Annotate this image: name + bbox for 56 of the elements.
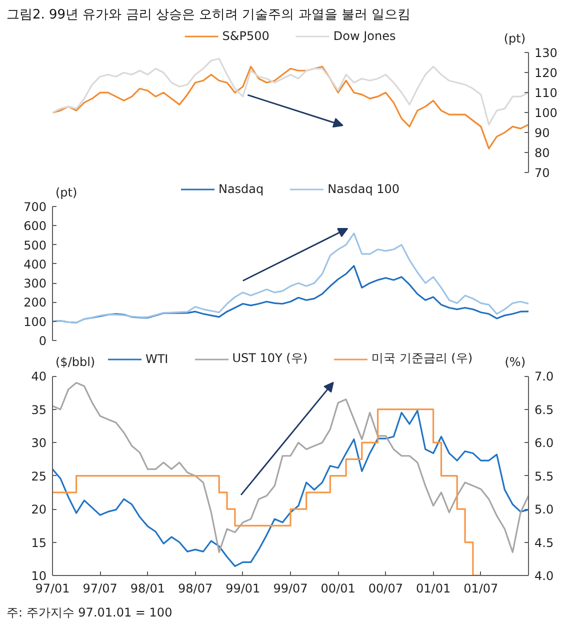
y-tick-label: 110 bbox=[534, 86, 558, 100]
x-tick-label: 98/07 bbox=[178, 582, 213, 596]
legend-label: UST 10Y (우) bbox=[232, 350, 308, 367]
y-tick-label: 130 bbox=[534, 46, 558, 60]
legend-label: 미국 기준금리 (우) bbox=[372, 350, 473, 367]
legend-label: Nasdaq 100 bbox=[328, 182, 400, 196]
legend-label: Nasdaq bbox=[218, 182, 264, 196]
y-tick-label: 0 bbox=[38, 334, 47, 348]
x-tick-label: 00/07 bbox=[368, 582, 404, 596]
y2-tick-label: 6.5 bbox=[534, 402, 554, 417]
x-tick-label: 01/01 bbox=[416, 582, 451, 596]
y2-tick-label: 5.0 bbox=[534, 502, 554, 517]
y-tick-label: 100 bbox=[534, 106, 558, 120]
x-tick-label: 99/07 bbox=[273, 582, 308, 596]
x-tick-label: 00/01 bbox=[320, 582, 356, 596]
y-tick-label: 500 bbox=[24, 238, 46, 252]
y-tick-label: 40 bbox=[31, 370, 47, 384]
x-tick-label: 97/07 bbox=[82, 582, 118, 596]
y-tick-label: 700 bbox=[24, 200, 46, 214]
y-tick-label: 200 bbox=[24, 296, 46, 310]
y-tick-label: 70 bbox=[534, 166, 550, 180]
y-axis-title: (pt) bbox=[504, 32, 526, 46]
y-tick-label: 100 bbox=[24, 314, 46, 329]
y-tick-label: 25 bbox=[31, 469, 47, 484]
y2-tick-label: 7.0 bbox=[534, 370, 554, 384]
y-tick-label: 80 bbox=[534, 146, 550, 160]
y2-tick-label: 4.5 bbox=[534, 536, 554, 550]
line-series bbox=[52, 382, 528, 554]
text: 주: 주가지수 97.01.01 = 100 bbox=[6, 606, 172, 620]
y-tick-label: 15 bbox=[31, 536, 47, 550]
legend-label: WTI bbox=[145, 352, 168, 366]
y-tick-label: 10 bbox=[31, 569, 47, 583]
y2-tick-label: 6.0 bbox=[534, 436, 554, 450]
x-tick-label: 01/07 bbox=[464, 582, 498, 596]
y2-axis-title: (%) bbox=[504, 355, 526, 370]
legend-label: Dow Jones bbox=[333, 29, 396, 43]
legend-label: S&P500 bbox=[222, 29, 270, 43]
line-series bbox=[52, 66, 528, 150]
line-series bbox=[52, 58, 528, 126]
y2-tick-label: 5.5 bbox=[534, 469, 554, 484]
y-axis-title: ($/bbl) bbox=[56, 355, 96, 370]
line-series bbox=[52, 232, 528, 324]
y-tick-label: 400 bbox=[24, 257, 46, 272]
x-tick-label: 99/01 bbox=[226, 582, 260, 596]
y2-tick-label: 4.0 bbox=[534, 569, 554, 583]
y-tick-label: 600 bbox=[24, 219, 46, 234]
y-tick-label: 20 bbox=[31, 502, 47, 517]
chart-title: 그림2. 99년 유가와 금리 상승은 오히려 기술주의 과열을 불러 일으킴 bbox=[6, 8, 411, 22]
x-tick-label: 98/01 bbox=[130, 582, 166, 596]
y-tick-label: 90 bbox=[534, 126, 550, 140]
y-tick-label: 30 bbox=[31, 436, 47, 450]
y-axis-title: (pt) bbox=[56, 186, 78, 200]
x-tick-label: 97/01 bbox=[35, 582, 70, 596]
y-tick-label: 300 bbox=[24, 276, 46, 291]
y-tick-label: 35 bbox=[31, 402, 47, 417]
y-tick-label: 120 bbox=[534, 66, 558, 80]
